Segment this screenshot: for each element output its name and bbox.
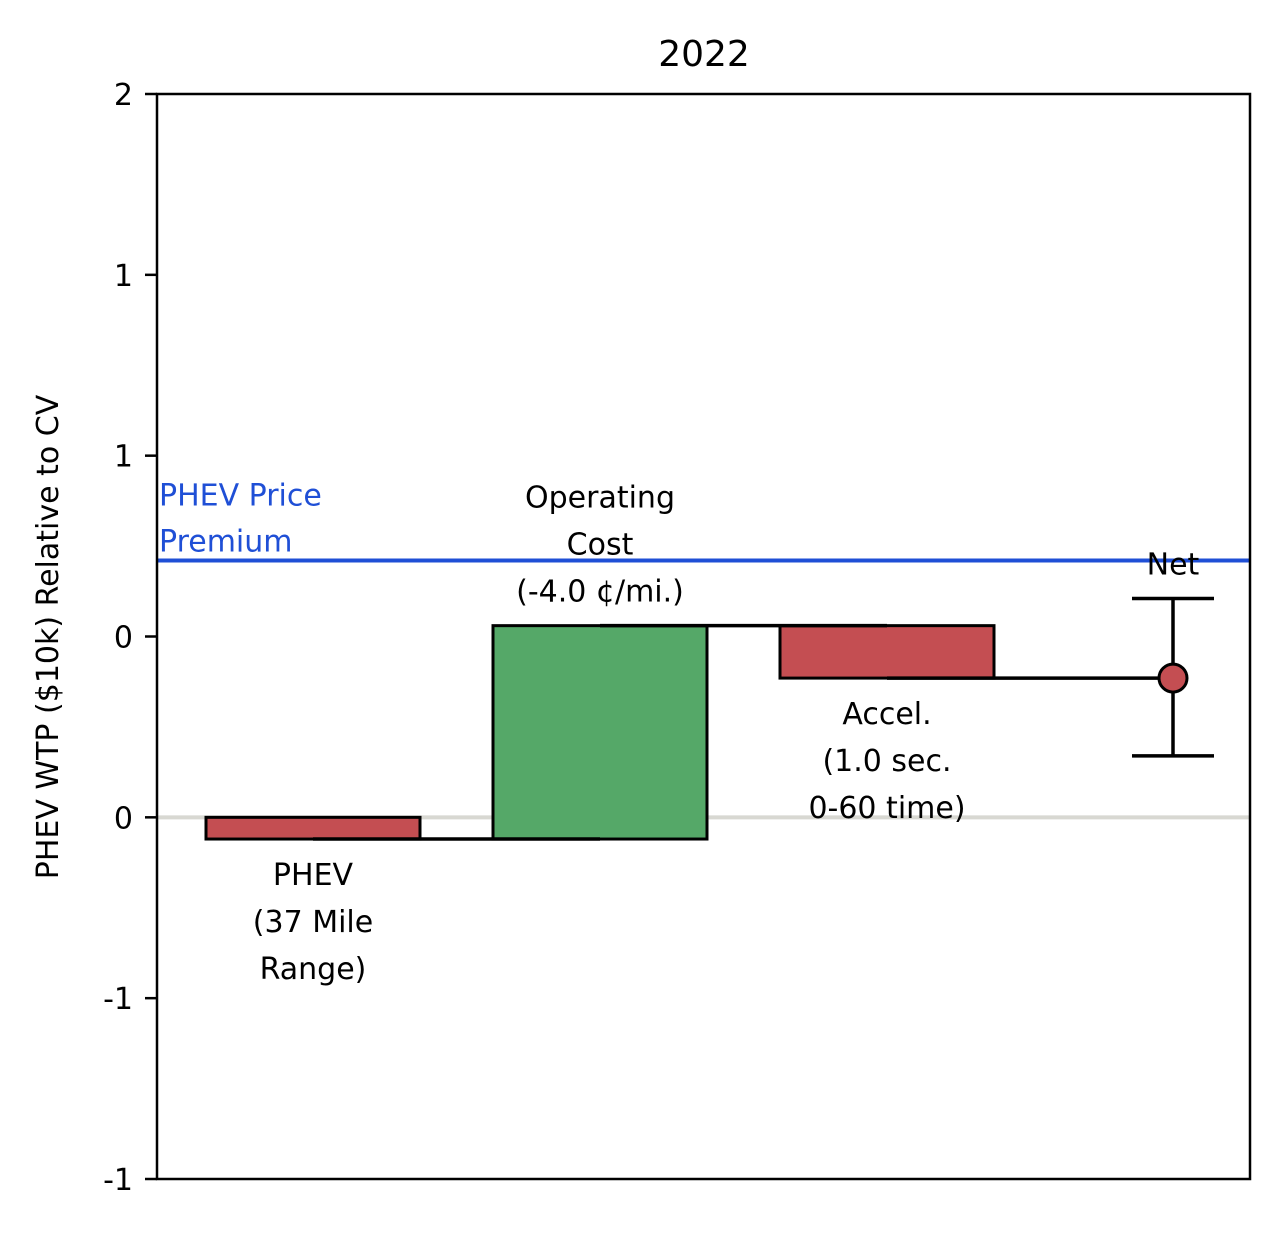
waterfall-bar xyxy=(778,624,996,680)
bar-label-line: Range) xyxy=(260,952,367,987)
price-premium-label-line: PHEV Price xyxy=(159,479,322,514)
y-tick-label: -1 xyxy=(103,1163,133,1198)
bar-label-line: (-4.0 ¢/mi.) xyxy=(516,575,684,610)
chart-title: 2022 xyxy=(658,34,750,75)
bar-label-line: (1.0 sec. xyxy=(822,744,951,779)
waterfall-bar xyxy=(491,624,709,841)
bar-label-line: PHEV xyxy=(273,858,354,893)
waterfall-bar xyxy=(204,815,422,841)
y-axis-label: PHEV WTP ($10k) Relative to CV xyxy=(31,394,66,879)
y-tick-label: 0 xyxy=(114,621,133,656)
price-premium-label: PHEV Price Premium xyxy=(159,479,322,560)
price-premium-label-line: Premium xyxy=(159,525,293,560)
bar-label: PHEV (37 Mile Range) xyxy=(253,858,373,987)
y-tick-label: 1 xyxy=(114,440,133,475)
bar-label: Accel. (1.0 sec. 0-60 time) xyxy=(808,697,965,826)
y-tick-label: -1 xyxy=(103,982,133,1017)
bar-label-line: Operating xyxy=(525,481,675,516)
y-tick-label: 0 xyxy=(114,801,133,836)
net-label: Net xyxy=(1147,548,1200,583)
bar-label-line: Cost xyxy=(567,528,634,563)
bar-label-line: Accel. xyxy=(842,697,931,732)
bar-label: Operating Cost (-4.0 ¢/mi.) xyxy=(516,481,684,610)
net-point xyxy=(1157,662,1189,694)
plot-area: PHEV Price Premium PHEV (37 Mile Range) Opera… xyxy=(157,479,1250,987)
y-axis: -1 -1 0 0 1 1 2 xyxy=(103,78,1252,1198)
bar-label-line: 0-60 time) xyxy=(808,791,965,826)
bar-label-line: (37 Mile xyxy=(253,905,373,940)
y-tick-label: 2 xyxy=(114,78,133,113)
y-tick-label: 1 xyxy=(114,259,133,294)
